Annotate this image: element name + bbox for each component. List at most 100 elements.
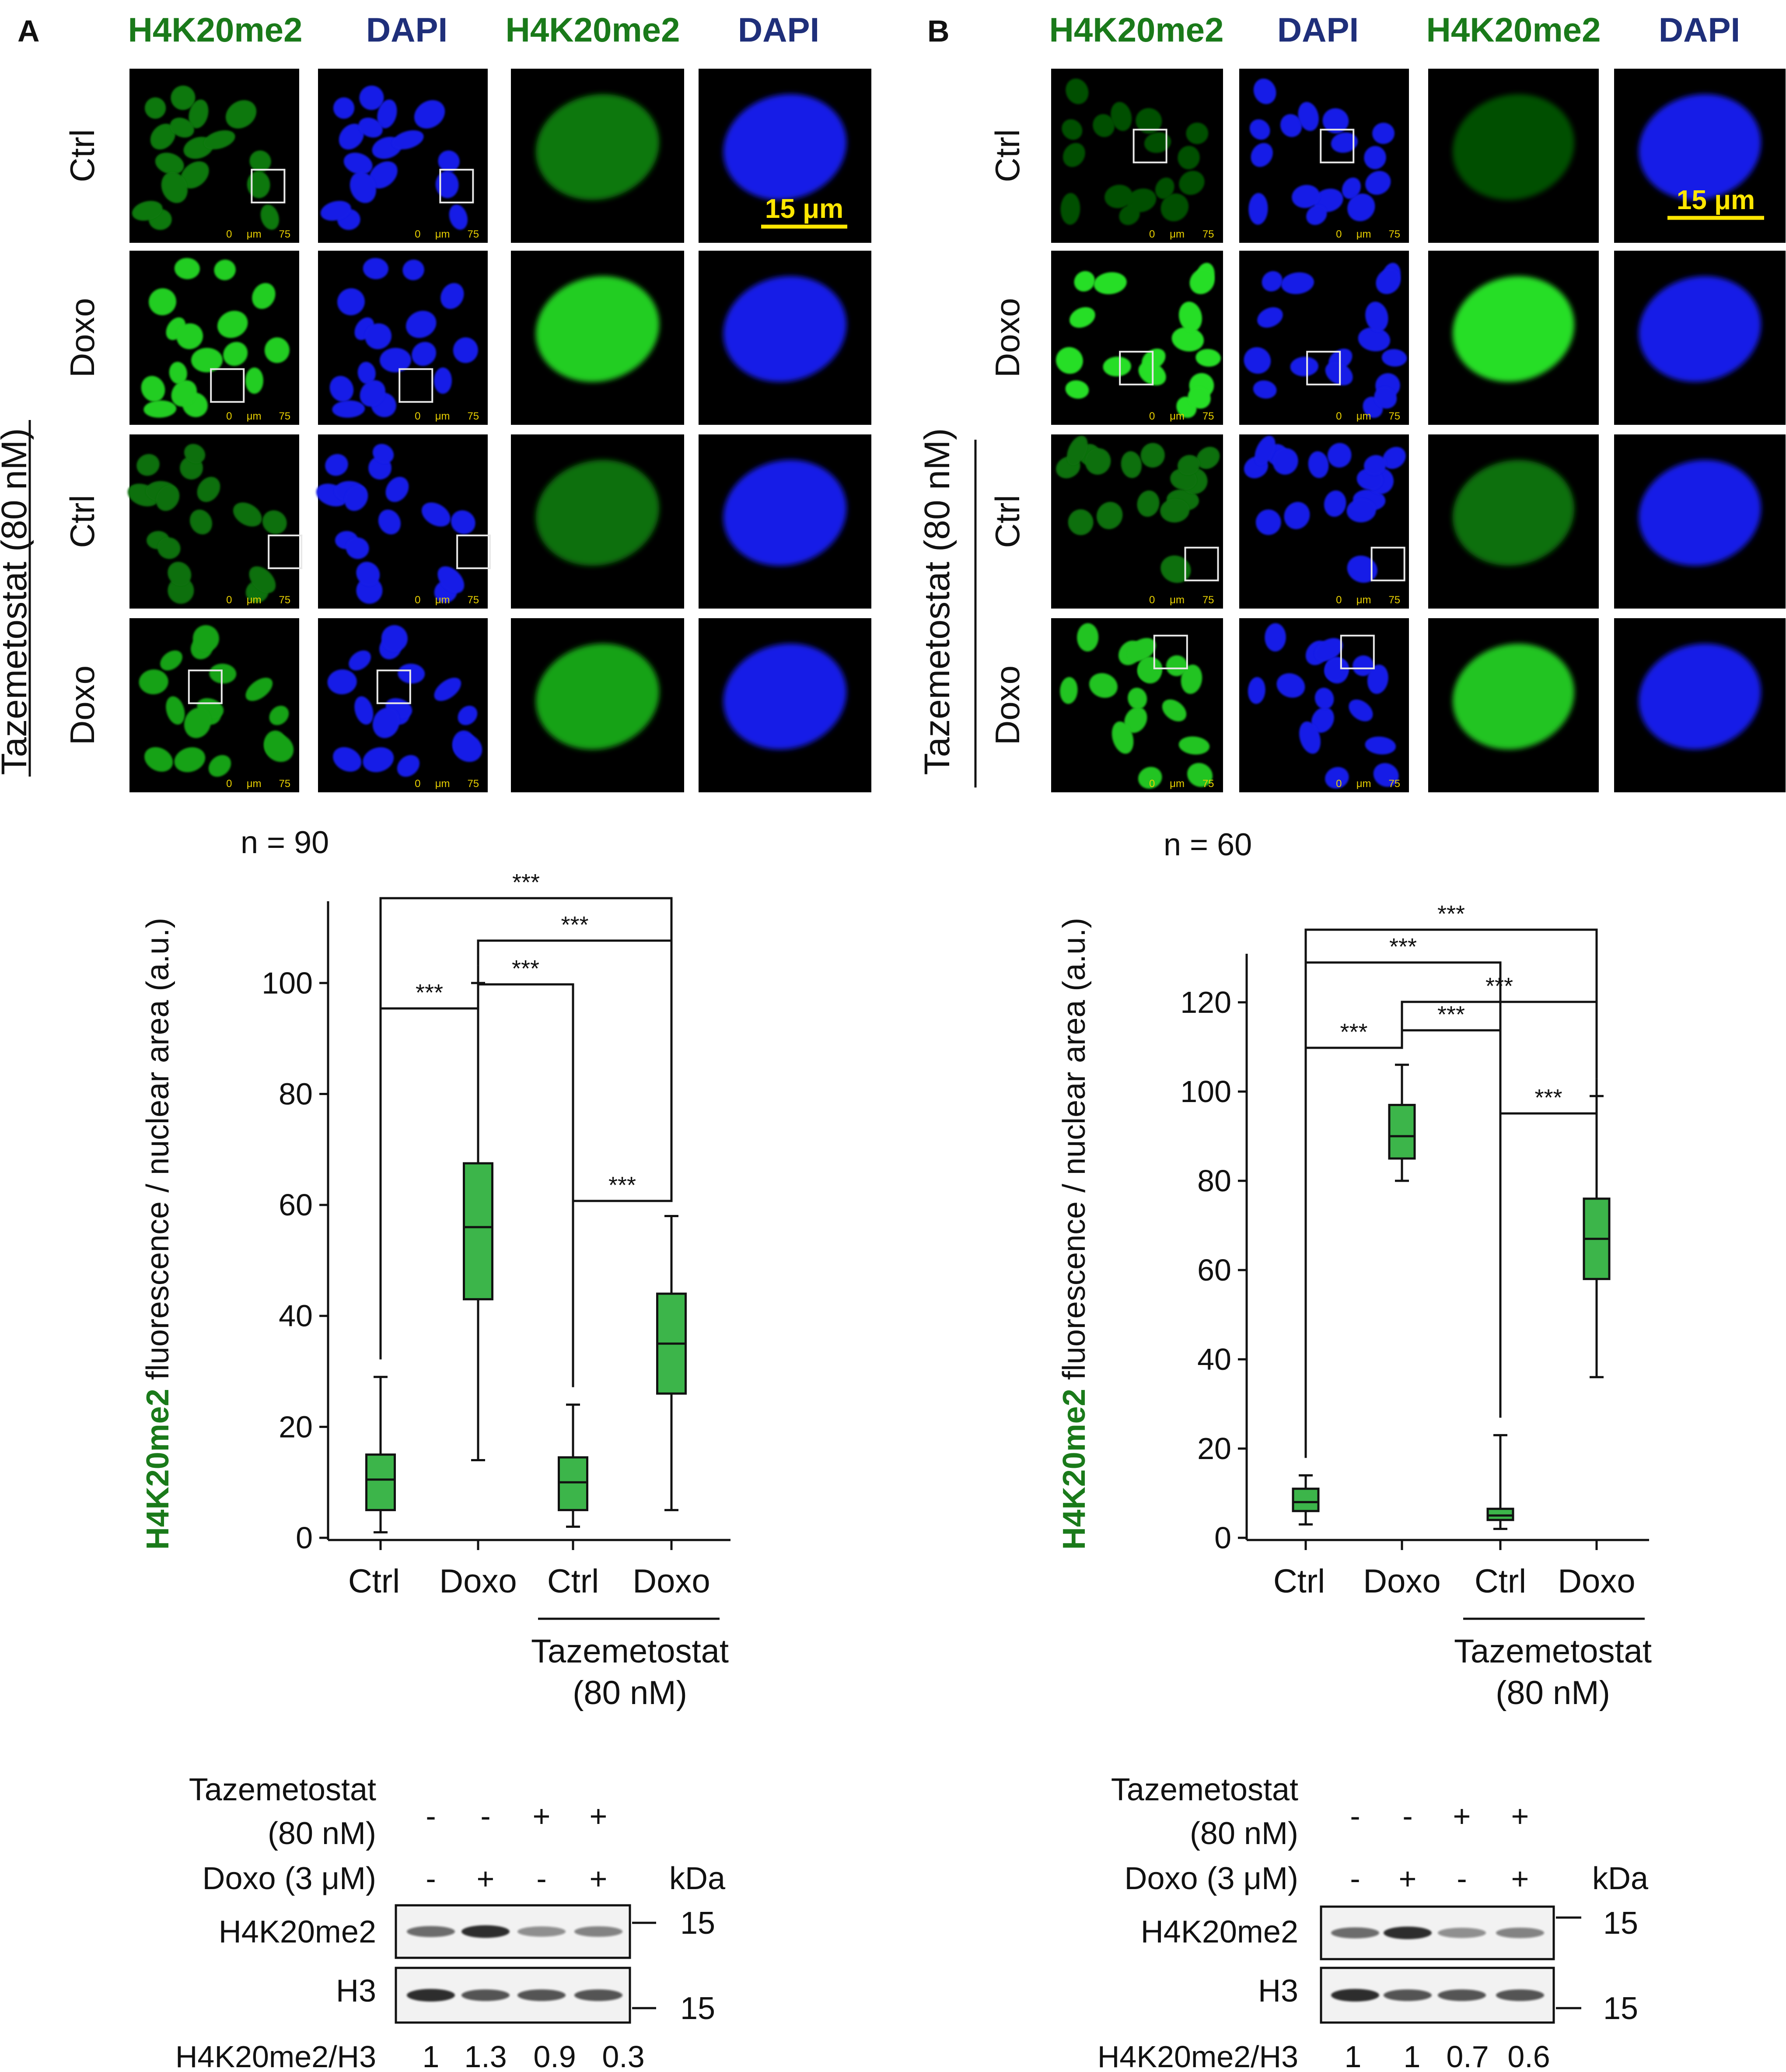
bracket-line [379,965,479,1325]
nucleus [1111,721,1134,754]
nucleus [1367,665,1388,694]
nucleus [1364,455,1386,475]
nucleus [369,161,398,189]
marker-label: 15 [1603,1991,1638,2026]
significance-stars: *** [512,869,540,896]
significance-bracket: *** [379,965,479,1325]
nucleus [363,258,388,280]
nucleus [149,288,176,315]
x-category-label: Doxo [1363,1563,1440,1600]
h4k20me2-overview-image: 0 μm 75 [129,251,299,425]
nucleus [1062,119,1083,140]
nucleus [397,755,420,777]
nucleus [184,707,211,738]
scale-bar-label: 15 μm [1677,185,1755,215]
nucleus [192,625,219,652]
nucleus [440,283,464,309]
nucleus [1324,658,1349,682]
tiny-scale-0: 0 [415,410,420,422]
blot-band [1496,1928,1544,1938]
nucleus [174,747,206,773]
nucleus [1299,721,1321,754]
nucleus [1298,102,1319,131]
ratio-value: 0.3 [602,2040,644,2072]
nucleus [357,362,376,384]
nucleus [339,123,364,150]
nucleus [1140,443,1165,468]
zoomed-nucleus [1452,94,1575,200]
tiny-scale-unit: μm [1170,410,1185,422]
blot-treatment-label: Tazemetostat [1111,1772,1298,1807]
nucleus [1342,177,1361,199]
x-category-label: Ctrl [1273,1563,1325,1600]
nucleus [157,537,181,559]
tiny-scale-unit: μm [1356,594,1371,606]
blot-band-label: H4K20me2 [219,1914,376,1950]
zoom-region-box [1370,546,1405,581]
taz-sign: - [1350,1799,1360,1833]
nucleus [1065,380,1089,399]
tiny-scale-unit: μm [435,594,450,606]
significance-stars: *** [1437,1001,1465,1028]
dapi-overview-image: 0 μm 75 [1239,434,1409,609]
nucleus [189,99,209,129]
bracket-line [1401,1001,1598,1079]
tiny-scale-unit: μm [1356,228,1371,240]
nucleus [160,650,182,671]
significance-bracket: *** [1401,1001,1502,1418]
taz-sign: + [533,1799,551,1833]
blot-strip-h4k20me2: H4K20me2 [219,1904,631,1959]
x-category-label: Ctrl [547,1563,599,1600]
doxo-sign: - [1350,1862,1360,1896]
nucleus [1068,509,1094,536]
doxo-sign: + [1511,1862,1529,1896]
tiny-scale-75: 75 [1388,594,1400,606]
nucleus [262,510,287,534]
nucleus [1381,349,1407,367]
nucleus [233,502,262,527]
blot-band [461,1925,510,1938]
nucleus [1374,387,1397,409]
box-2 [1486,1434,1514,1530]
marker-label: 15 [680,1906,715,1941]
ratio-label: H4K20me2/H3 [175,2040,376,2072]
nucleus [1179,171,1205,195]
blot-strip-h4k20me2: H4K20me2 [1141,1905,1555,1960]
nucleus [139,669,168,695]
nucleus [1066,78,1089,105]
nucleus [214,259,236,280]
nucleus [360,380,386,407]
zoomed-nucleus [723,460,847,566]
nucleus [1096,502,1123,529]
y-axis-label: H4K20me2 fluorescence / nuclear area (a.… [1057,918,1092,1550]
y-tick-label: 120 [1180,985,1231,1019]
doxo-sign: - [1457,1862,1467,1896]
nucleus [320,201,351,221]
zoom-region-box [1306,350,1341,385]
column-header-h4k20me2: H4K20me2 [1049,10,1224,49]
iqr-box [1388,1104,1416,1160]
row-label: Doxo [988,665,1027,745]
nucleus [1136,108,1162,134]
nucleus [1181,665,1202,694]
y-tick-label: 80 [1197,1164,1231,1198]
nucleus [171,380,197,407]
y-tick-label: 20 [1197,1432,1231,1466]
y-tick-label: 0 [1214,1521,1231,1555]
blot-band [574,1989,622,2001]
h4k20me2-zoom-image [1428,434,1599,609]
nucleus [1255,436,1276,466]
zoomed-nucleus [1452,276,1575,382]
taz-sign: - [480,1799,490,1833]
nucleus [332,400,365,418]
significance-bracket: *** [1304,1019,1403,1423]
dapi-overview-image: 0 μm 75 [1239,251,1409,425]
nucleus [385,476,409,502]
h4k20me2-zoom-image [511,618,684,792]
nucleus [437,566,465,593]
significance-bracket: *** [1499,1078,1598,1418]
significance-stars: *** [561,912,588,938]
nucleus [1144,132,1171,153]
zoomed-nucleus [535,460,660,566]
zoomed-nucleus [723,644,847,750]
